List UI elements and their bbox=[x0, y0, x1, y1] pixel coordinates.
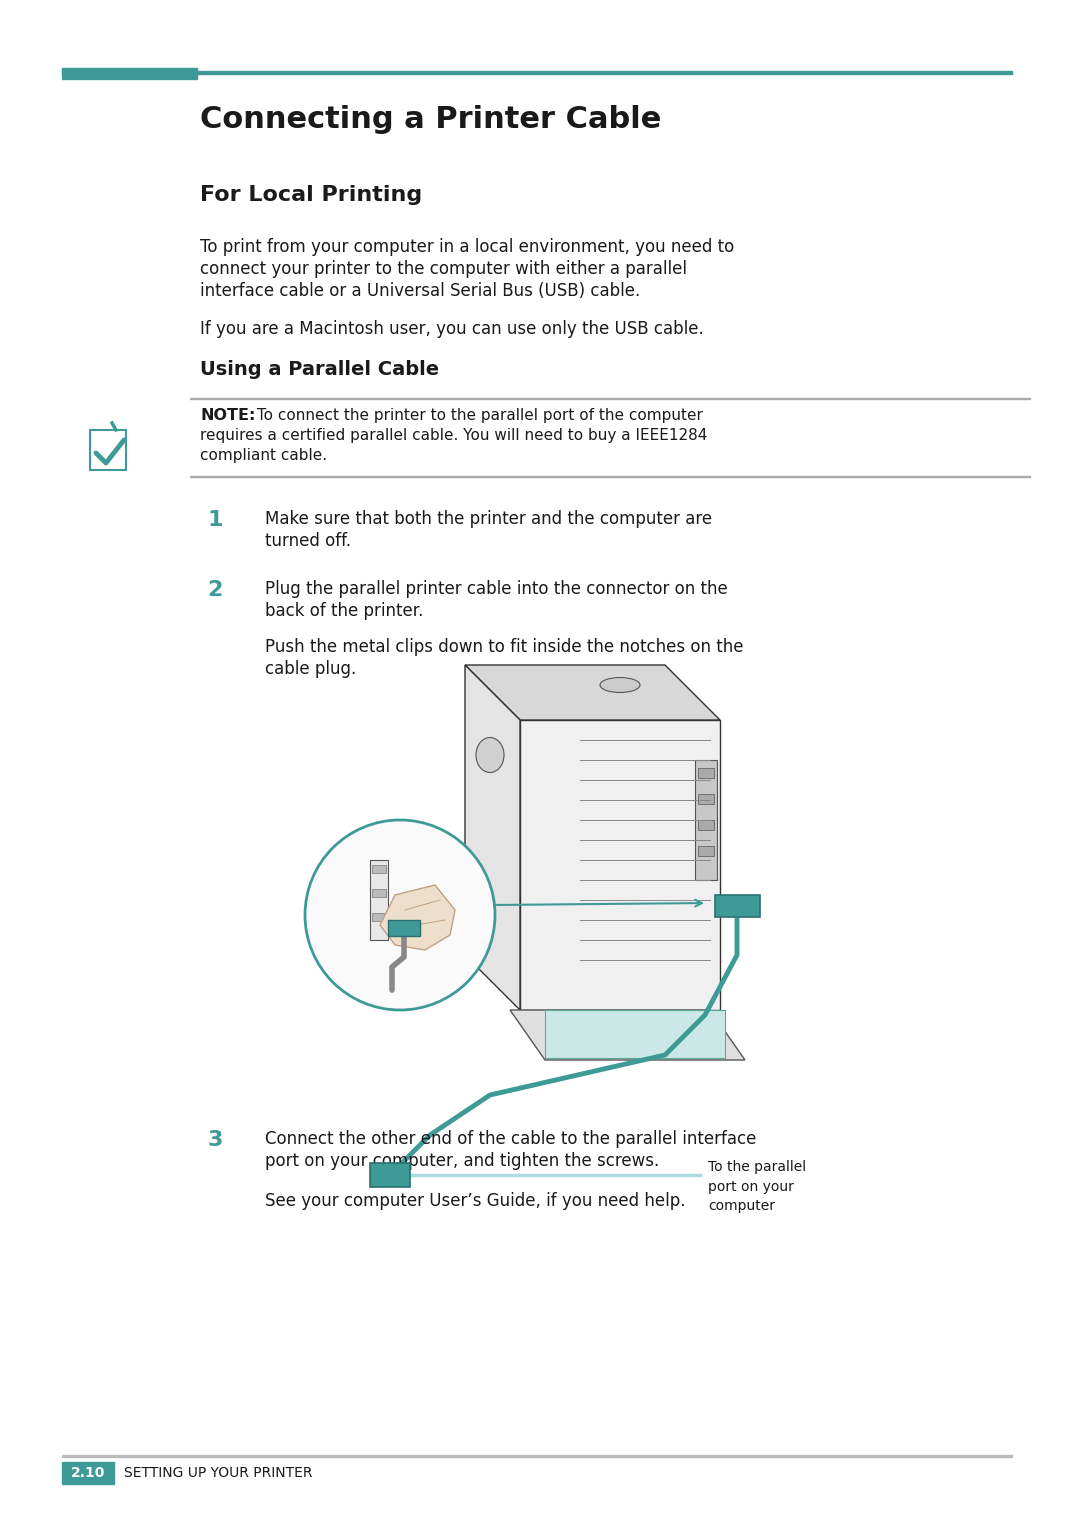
Bar bbox=[372, 913, 386, 922]
Bar bbox=[698, 794, 714, 804]
Text: interface cable or a Universal Serial Bus (USB) cable.: interface cable or a Universal Serial Bu… bbox=[200, 282, 640, 301]
Text: turned off.: turned off. bbox=[265, 533, 351, 549]
Text: To connect the printer to the parallel port of the computer: To connect the printer to the parallel p… bbox=[252, 407, 703, 423]
Bar bbox=[62, 69, 197, 79]
Bar bbox=[62, 1462, 114, 1483]
Text: To print from your computer in a local environment, you need to: To print from your computer in a local e… bbox=[200, 238, 734, 256]
Text: back of the printer.: back of the printer. bbox=[265, 601, 423, 620]
Text: If you are a Macintosh user, you can use only the USB cable.: If you are a Macintosh user, you can use… bbox=[200, 320, 704, 337]
Bar bbox=[90, 430, 126, 470]
Text: Make sure that both the printer and the computer are: Make sure that both the printer and the … bbox=[265, 510, 712, 528]
Ellipse shape bbox=[600, 678, 640, 693]
Polygon shape bbox=[519, 720, 720, 1010]
Text: connect your printer to the computer with either a parallel: connect your printer to the computer wit… bbox=[200, 259, 687, 278]
Text: To the parallel
port on your
computer: To the parallel port on your computer bbox=[708, 1160, 806, 1213]
Bar bbox=[62, 72, 1012, 73]
Bar bbox=[715, 896, 760, 917]
Text: Connect the other end of the cable to the parallel interface: Connect the other end of the cable to th… bbox=[265, 1129, 756, 1148]
Circle shape bbox=[305, 819, 495, 1010]
Bar bbox=[388, 920, 420, 935]
Text: port on your computer, and tighten the screws.: port on your computer, and tighten the s… bbox=[265, 1152, 659, 1170]
Text: For Local Printing: For Local Printing bbox=[200, 185, 422, 204]
Bar bbox=[62, 1454, 1012, 1457]
Text: 1: 1 bbox=[207, 510, 222, 530]
Text: compliant cable.: compliant cable. bbox=[200, 449, 327, 462]
Text: Using a Parallel Cable: Using a Parallel Cable bbox=[200, 360, 440, 378]
Polygon shape bbox=[465, 665, 720, 720]
Text: NOTE:: NOTE: bbox=[200, 407, 255, 423]
Bar bbox=[696, 760, 717, 881]
Text: Push the metal clips down to fit inside the notches on the: Push the metal clips down to fit inside … bbox=[265, 638, 743, 656]
Bar bbox=[372, 865, 386, 873]
Text: 3: 3 bbox=[207, 1129, 222, 1151]
Text: Connecting a Printer Cable: Connecting a Printer Cable bbox=[200, 105, 661, 134]
Bar bbox=[698, 819, 714, 830]
Bar bbox=[698, 845, 714, 856]
Bar bbox=[545, 1010, 725, 1058]
Text: requires a certified parallel cable. You will need to buy a IEEE1284: requires a certified parallel cable. You… bbox=[200, 427, 707, 443]
Polygon shape bbox=[380, 885, 455, 951]
Bar bbox=[698, 768, 714, 778]
Ellipse shape bbox=[476, 737, 504, 772]
Text: See your computer User’s Guide, if you need help.: See your computer User’s Guide, if you n… bbox=[265, 1192, 686, 1210]
Text: SETTING UP YOUR PRINTER: SETTING UP YOUR PRINTER bbox=[124, 1466, 312, 1480]
Text: 2.10: 2.10 bbox=[71, 1466, 105, 1480]
Polygon shape bbox=[465, 665, 519, 1010]
Bar bbox=[372, 890, 386, 897]
Text: Plug the parallel printer cable into the connector on the: Plug the parallel printer cable into the… bbox=[265, 580, 728, 598]
Polygon shape bbox=[510, 1010, 745, 1061]
Bar bbox=[370, 861, 388, 940]
Text: cable plug.: cable plug. bbox=[265, 661, 356, 678]
Bar bbox=[370, 1163, 410, 1187]
Text: 2: 2 bbox=[207, 580, 222, 600]
